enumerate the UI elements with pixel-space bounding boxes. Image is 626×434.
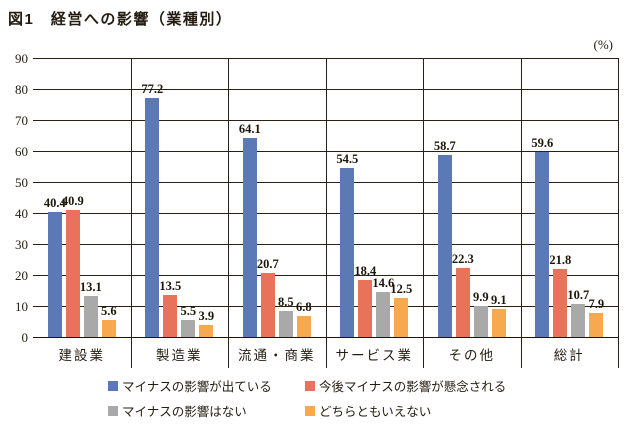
y-axis-tick-label: 40 bbox=[15, 206, 28, 221]
value-label: 64.1 bbox=[238, 122, 261, 137]
gridline bbox=[33, 151, 618, 152]
x-axis-category-label: その他 bbox=[448, 348, 495, 363]
value-label: 5.6 bbox=[100, 303, 117, 318]
bar-coral bbox=[260, 272, 275, 337]
value-label: 9.1 bbox=[490, 292, 507, 307]
value-label: 6.8 bbox=[295, 299, 312, 314]
value-label: 18.4 bbox=[354, 264, 377, 278]
x-axis-line bbox=[33, 337, 618, 338]
legend-item: マイナスの影響が出ている bbox=[108, 376, 272, 395]
gridline bbox=[33, 275, 618, 276]
value-label: 54.5 bbox=[336, 152, 359, 167]
bar-orange bbox=[394, 298, 409, 338]
bar-coral bbox=[65, 210, 80, 337]
y-axis-tick-label: 20 bbox=[15, 268, 28, 283]
bar-gray bbox=[571, 303, 586, 337]
value-label: 20.7 bbox=[256, 256, 279, 271]
value-label: 40.4 bbox=[43, 195, 66, 210]
legend-swatch-icon bbox=[305, 405, 315, 416]
gridline bbox=[33, 213, 618, 214]
category-separator-line bbox=[228, 58, 229, 368]
bar-gray bbox=[473, 306, 488, 337]
bar-orange bbox=[491, 308, 506, 337]
x-axis-category-label: 建設業 bbox=[58, 348, 105, 363]
legend-swatch-icon bbox=[108, 380, 118, 391]
bar-orange bbox=[296, 315, 311, 337]
unit-label: (%) bbox=[593, 37, 614, 52]
bar-orange bbox=[101, 319, 116, 337]
value-label: 8.5 bbox=[277, 294, 294, 309]
x-axis-category-label: 総計 bbox=[553, 348, 585, 363]
bar-orange bbox=[589, 312, 604, 337]
value-label: 13.5 bbox=[159, 279, 182, 294]
legend-label: 今後マイナスの影響が懸念される bbox=[319, 380, 507, 394]
value-label: 5.5 bbox=[180, 303, 197, 318]
gridline bbox=[33, 58, 618, 59]
gridline bbox=[33, 120, 618, 121]
legend-label: マイナスの影響はない bbox=[122, 405, 247, 419]
bar-coral bbox=[553, 269, 568, 337]
bar-orange bbox=[199, 324, 214, 337]
value-label: 3.9 bbox=[198, 308, 215, 323]
bar-blue bbox=[242, 138, 257, 337]
value-label: 21.8 bbox=[549, 253, 572, 268]
gridline bbox=[33, 89, 618, 90]
bar-gray bbox=[181, 319, 196, 337]
legend-label: どちらともいえない bbox=[319, 405, 432, 419]
bar-blue bbox=[437, 155, 452, 337]
value-label: 22.3 bbox=[451, 251, 474, 266]
category-separator-line bbox=[618, 58, 619, 368]
value-label: 12.5 bbox=[390, 282, 413, 297]
value-label: 10.7 bbox=[567, 287, 590, 302]
y-axis-tick-label: 90 bbox=[15, 51, 28, 66]
category-separator-line bbox=[131, 58, 132, 368]
value-label: 58.7 bbox=[433, 139, 456, 153]
y-axis-tick-label: 10 bbox=[15, 299, 28, 314]
bar-blue bbox=[340, 168, 355, 337]
legend-item: マイナスの影響はない bbox=[108, 401, 247, 420]
value-label: 77.2 bbox=[141, 81, 164, 96]
value-label: 40.9 bbox=[61, 194, 84, 209]
value-label: 7.9 bbox=[588, 296, 605, 311]
bar-blue bbox=[47, 211, 62, 337]
bar-gray bbox=[278, 310, 293, 337]
legend-label: マイナスの影響が出ている bbox=[122, 380, 272, 394]
gridline bbox=[33, 244, 618, 245]
value-label: 14.6 bbox=[372, 275, 395, 290]
y-axis-tick-label: 60 bbox=[15, 144, 28, 159]
legend-item: どちらともいえない bbox=[305, 401, 431, 420]
legend-swatch-icon bbox=[108, 405, 118, 416]
bar-coral bbox=[358, 280, 373, 337]
bar-blue bbox=[535, 152, 550, 337]
bar-coral bbox=[455, 267, 470, 337]
y-axis-tick-label: 80 bbox=[15, 82, 28, 97]
bar-gray bbox=[376, 291, 391, 337]
x-axis-category-label: 流通・商業 bbox=[238, 348, 316, 363]
category-separator-line bbox=[326, 58, 327, 368]
y-axis-tick-label: 50 bbox=[15, 175, 28, 190]
gridline bbox=[33, 182, 618, 183]
bar-blue bbox=[145, 97, 160, 337]
x-axis-category-label: 製造業 bbox=[156, 348, 203, 363]
gridline bbox=[33, 306, 618, 307]
x-axis-category-label: サービス業 bbox=[335, 348, 413, 363]
category-separator-line bbox=[423, 58, 424, 368]
category-separator-line bbox=[521, 58, 522, 368]
value-label: 9.9 bbox=[472, 290, 489, 305]
value-label: 59.6 bbox=[531, 136, 554, 151]
y-axis-tick-label: 30 bbox=[15, 237, 28, 252]
y-axis-tick-label: 70 bbox=[15, 113, 28, 128]
value-label: 13.1 bbox=[79, 280, 102, 295]
y-axis-tick-label: 0 bbox=[21, 330, 29, 345]
bar-coral bbox=[163, 295, 178, 337]
bar-gray bbox=[83, 296, 98, 337]
legend-swatch-icon bbox=[305, 380, 315, 391]
legend-item: 今後マイナスの影響が懸念される bbox=[305, 376, 506, 395]
figure-title: 図1 経営への影響（業種別） bbox=[8, 11, 233, 28]
